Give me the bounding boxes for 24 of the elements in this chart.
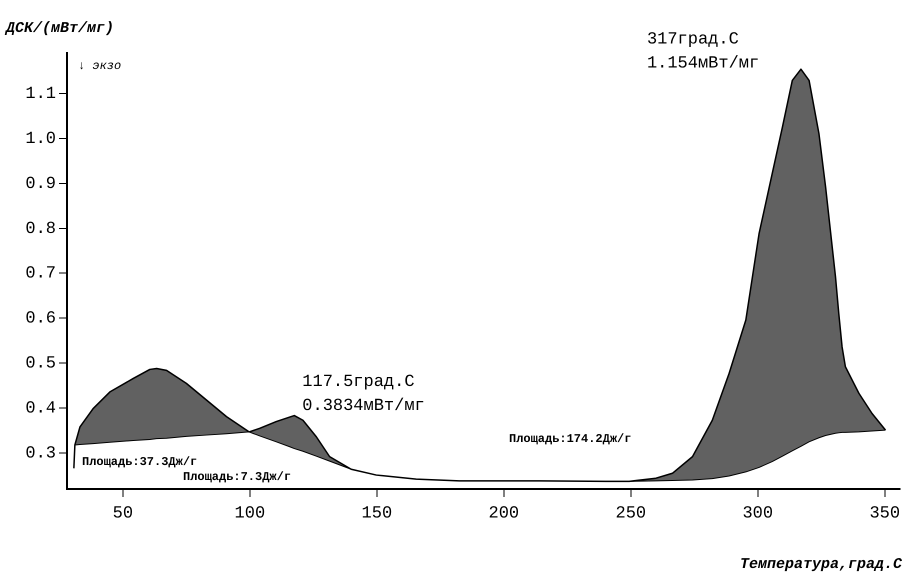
y-tick-label: 0.9 bbox=[25, 174, 56, 194]
y-tick-label: 0.4 bbox=[25, 400, 56, 419]
y-tick-label: 0.7 bbox=[25, 264, 56, 284]
annotation: Площадь:174.2Дж/г bbox=[509, 432, 632, 446]
x-tick-label: 300 bbox=[742, 504, 774, 524]
x-tick-label: 150 bbox=[362, 504, 392, 524]
y-tick-label: 1.1 bbox=[25, 84, 56, 104]
annotation: 317град.C 1.154мВт/мг bbox=[646, 30, 760, 74]
x-tick-label: 100 bbox=[234, 504, 266, 524]
x-axis-title: Температура,град.C bbox=[740, 556, 903, 573]
y-axis-title: ДСК/(мВт/мг) bbox=[4, 20, 114, 37]
annotation: 117.5град.C 0.3834мВт/мг bbox=[302, 373, 425, 416]
annotation: Площадь:7.3Дж/г bbox=[183, 470, 292, 484]
x-tick-label: 250 bbox=[615, 504, 646, 524]
x-tick-label: 50 bbox=[112, 504, 134, 524]
x-tick-label: 200 bbox=[488, 504, 520, 524]
y-tick-label: 0.6 bbox=[25, 310, 56, 329]
annotation: Площадь:37.3Дж/г bbox=[82, 455, 198, 470]
y-tick-label: 0.5 bbox=[25, 354, 56, 374]
y-tick-label: 1.0 bbox=[25, 130, 56, 149]
y-tick-label: 0.3 bbox=[25, 444, 56, 464]
y-tick-label: 0.8 bbox=[25, 220, 56, 239]
annotation: ↓ экзо bbox=[78, 59, 122, 74]
x-tick-label: 350 bbox=[869, 504, 900, 524]
